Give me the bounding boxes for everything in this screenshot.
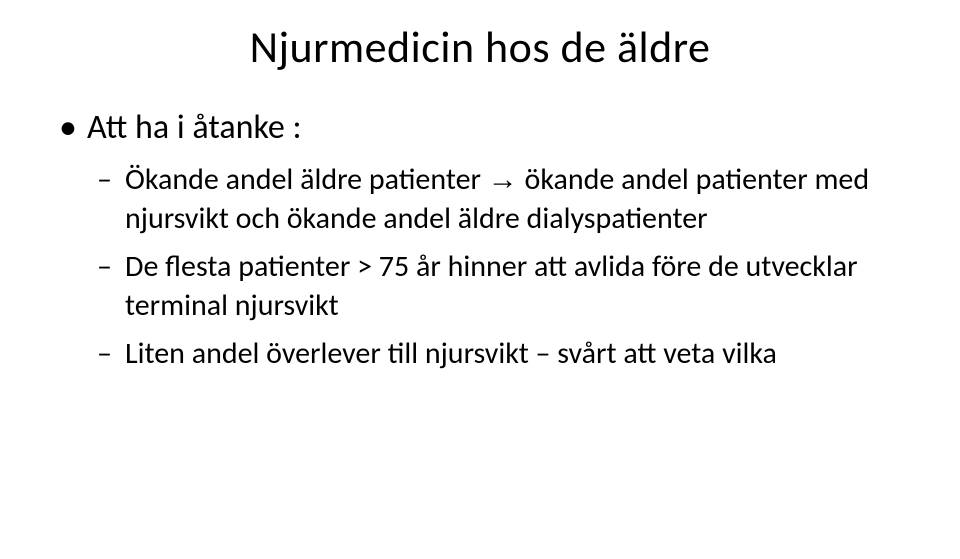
bullet-item-level2: Liten andel överlever till njursvikt – s… [55, 334, 905, 374]
bullet-item-level1: Att ha i åtanke : [55, 106, 905, 150]
bullet-item-level2: Ökande andel äldre patienter → ökande an… [55, 160, 905, 239]
bullet-text-before-arrow: Ökande andel äldre patienter [125, 161, 488, 198]
bullet-item-level2: De flesta patienter > 75 år hinner att a… [55, 247, 905, 326]
arrow-icon: → [488, 163, 518, 196]
bullet-list: Att ha i åtanke : Ökande andel äldre pat… [55, 106, 905, 373]
slide-title: Njurmedicin hos de äldre [95, 20, 865, 74]
